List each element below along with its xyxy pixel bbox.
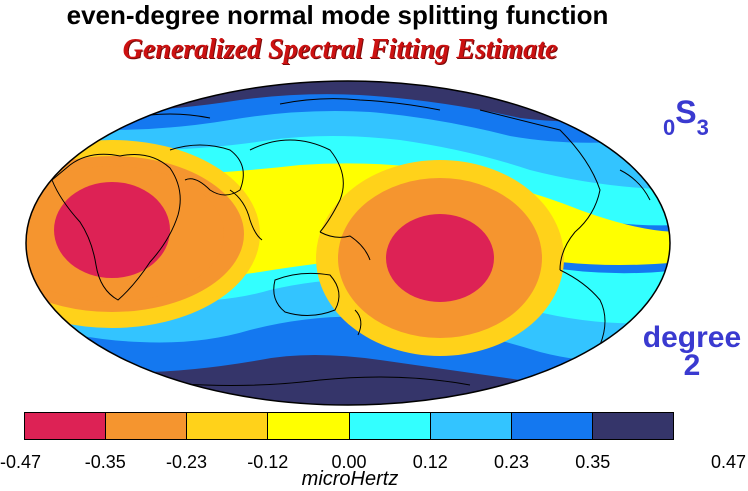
colorbar-ticks: -0.47 -0.35 -0.23 -0.12 0.00 0.12 0.23 0.35 0.47 [0, 452, 748, 474]
degree-label-text: degree [642, 321, 742, 354]
north-lightblue-band [26, 111, 670, 200]
colorbar-tick-label: 0.00 [331, 452, 367, 472]
colorbar-segment [25, 413, 107, 439]
colorbar-tick-label: -0.35 [84, 452, 126, 472]
colorbar-segment [106, 413, 188, 439]
mode-type: S [675, 94, 697, 130]
colorbar-tick-label: -0.12 [247, 452, 289, 472]
colorbar-segment [430, 413, 512, 439]
anomaly-east-red [386, 214, 494, 302]
page-subtitle: Generalized Spectral Fitting Estimate [122, 34, 558, 65]
colorbar-segment [349, 413, 431, 439]
colorbar-segment [268, 413, 350, 439]
colorbar [24, 412, 674, 440]
colorbar-segment [187, 413, 269, 439]
colorbar-tick-label: 0.35 [575, 452, 611, 472]
colorbar-tick-label: -0.47 [0, 452, 42, 472]
colorbar-tick-label: 0.12 [412, 452, 448, 472]
degree-label: degree 2 [636, 321, 748, 382]
map-field [26, 81, 670, 405]
colorbar-segment [511, 413, 593, 439]
anomaly-west-red [54, 182, 170, 278]
colorbar-unit: microHertz [301, 468, 399, 490]
colorbar-tick-label: -0.23 [165, 452, 208, 472]
degree-label-value: 2 [683, 349, 701, 382]
colorbar-segment [592, 413, 673, 439]
colorbar-tick-label: 0.23 [493, 452, 530, 472]
colorbar-tick-label: 0.47 [710, 452, 746, 472]
page-title: even-degree normal mode splitting functi… [66, 0, 609, 30]
mode-overtone: 0 [663, 115, 676, 140]
mode-angular-order: 3 [696, 115, 709, 140]
map-outline [25, 80, 671, 406]
mode-label: 0S3 [663, 94, 709, 140]
south-dark-band [26, 355, 670, 405]
